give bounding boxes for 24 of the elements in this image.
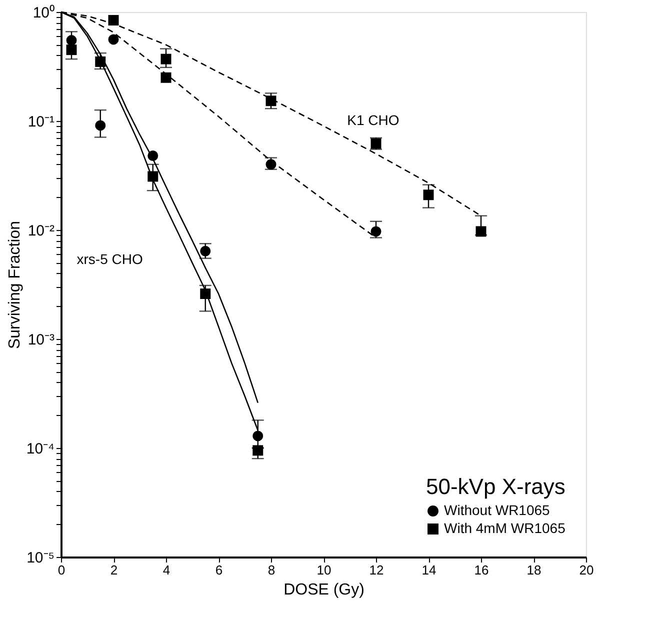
- x-tick-label: 10: [316, 562, 332, 578]
- legend-title: 50-kVp X-rays: [426, 474, 566, 499]
- legend-label: Without WR1065: [444, 502, 550, 518]
- y-tick-label: 10⁻¹: [28, 114, 54, 130]
- y-tick-label: 10⁻²: [28, 222, 54, 240]
- y-tick-label: 10⁻⁴: [26, 440, 54, 458]
- x-tick-label: 18: [526, 562, 542, 578]
- y-tick-label: 10⁻⁵: [26, 550, 54, 566]
- x-tick-label: 0: [58, 562, 66, 578]
- x-tick-label: 4: [162, 562, 170, 578]
- annotation: xrs-5 CHO: [76, 250, 143, 267]
- x-axis-title: DOSE (Gy): [284, 582, 364, 598]
- x-tick-label: 14: [422, 562, 436, 578]
- y-tick-label: 10⁻³: [28, 332, 54, 348]
- x-tick-label: 8: [268, 562, 276, 578]
- x-tick-label: 20: [579, 562, 594, 578]
- y-axis-title: Surviving Fraction: [6, 220, 24, 350]
- x-tick-label: 2: [110, 562, 118, 578]
- legend-label: With 4mM WR1065: [444, 520, 566, 536]
- annotation: K1 CHO: [347, 112, 400, 128]
- y-tick-label: 10⁰: [32, 4, 54, 22]
- x-tick-label: 12: [369, 562, 384, 578]
- x-tick-label: 6: [215, 562, 223, 578]
- x-tick-label: 16: [474, 562, 489, 578]
